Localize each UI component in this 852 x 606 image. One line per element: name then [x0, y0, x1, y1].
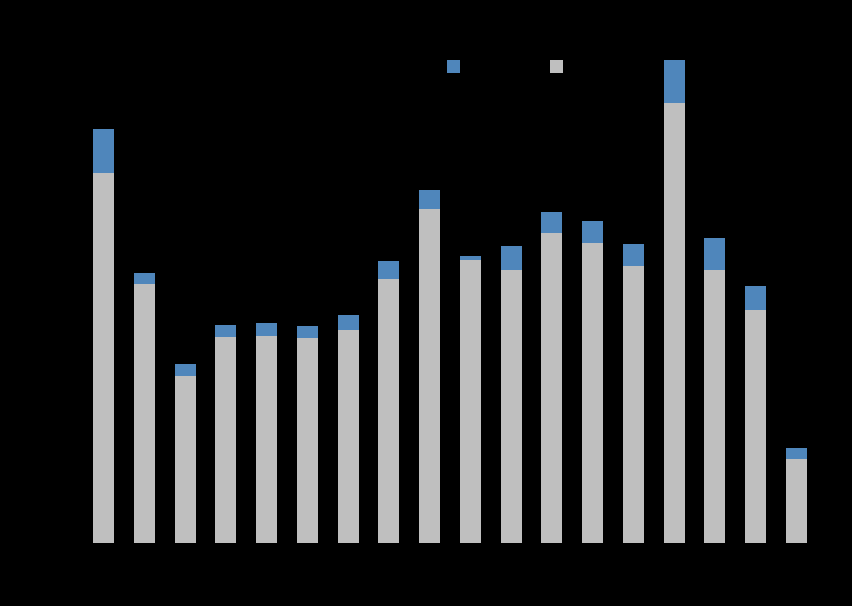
bar-segment-gray	[175, 376, 196, 543]
bar-segment-blue	[93, 129, 114, 173]
bar-segment-gray	[460, 260, 481, 543]
stacked-bar	[338, 315, 359, 543]
bar-segment-blue	[541, 212, 562, 233]
stacked-bar	[297, 326, 318, 543]
stacked-bar	[745, 286, 766, 543]
bar-segment-blue	[215, 325, 236, 337]
stacked-bar	[134, 273, 155, 543]
bar-segment-blue	[582, 221, 603, 243]
bar-segment-gray	[134, 284, 155, 543]
bar-segment-blue	[664, 60, 685, 103]
bar-segment-gray	[623, 266, 644, 543]
bar-segment-gray	[338, 330, 359, 543]
stacked-bar	[501, 246, 522, 543]
bar-segment-gray	[256, 336, 277, 543]
bar-segment-blue	[623, 244, 644, 266]
bar-segment-blue	[501, 246, 522, 270]
stacked-bar	[215, 325, 236, 543]
stacked-bar	[378, 261, 399, 543]
bar-segment-gray	[786, 459, 807, 543]
bar-segment-gray	[541, 233, 562, 543]
bar-segment-gray	[582, 243, 603, 543]
bar-segment-gray	[745, 310, 766, 543]
bar-segment-gray	[419, 209, 440, 543]
stacked-bar	[460, 256, 481, 543]
bar-segment-gray	[704, 270, 725, 543]
bar-segment-gray	[297, 338, 318, 543]
legend-swatch-blue-series	[447, 60, 460, 73]
stacked-bar	[786, 448, 807, 543]
bar-segment-blue	[338, 315, 359, 330]
stacked-bar	[541, 212, 562, 543]
bar-segment-gray	[378, 279, 399, 543]
bar-segment-blue	[378, 261, 399, 279]
stacked-bar	[582, 221, 603, 543]
stacked-bar	[704, 238, 725, 543]
bar-segment-blue	[460, 256, 481, 260]
bar-segment-gray	[501, 270, 522, 543]
bar-segment-blue	[419, 190, 440, 209]
bar-segment-blue	[175, 364, 196, 376]
bar-segment-blue	[704, 238, 725, 270]
bar-segment-gray	[93, 173, 114, 543]
legend-swatch-gray-series	[550, 60, 563, 73]
stacked-bar	[175, 364, 196, 543]
stacked-bar	[256, 323, 277, 543]
bar-segment-blue	[786, 448, 807, 459]
bar-segment-gray	[215, 337, 236, 543]
stacked-bar	[664, 60, 685, 543]
bar-segment-blue	[256, 323, 277, 336]
bar-segment-blue	[745, 286, 766, 310]
bar-segment-blue	[134, 273, 155, 284]
stacked-bar	[623, 244, 644, 543]
stacked-bar	[419, 190, 440, 543]
bar-segment-gray	[664, 103, 685, 543]
bar-segment-blue	[297, 326, 318, 338]
stacked-bar	[93, 129, 114, 543]
